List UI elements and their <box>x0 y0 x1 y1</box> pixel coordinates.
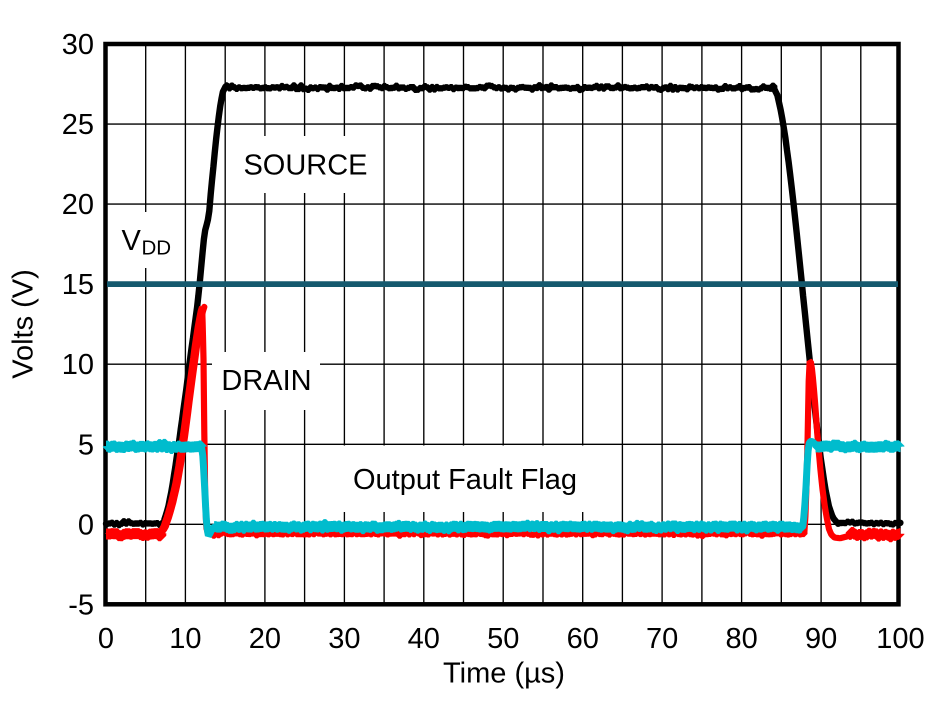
svg-text:0: 0 <box>78 509 94 541</box>
svg-text:30: 30 <box>62 29 94 61</box>
svg-text:15: 15 <box>62 269 94 301</box>
svg-text:DD: DD <box>142 237 172 260</box>
svg-text:SOURCE: SOURCE <box>243 150 367 182</box>
svg-text:5: 5 <box>78 429 94 461</box>
svg-text:70: 70 <box>646 623 678 655</box>
svg-text:90: 90 <box>805 623 837 655</box>
svg-text:0: 0 <box>98 623 114 655</box>
svg-text:30: 30 <box>328 623 360 655</box>
svg-text:DRAIN: DRAIN <box>221 365 311 397</box>
svg-text:60: 60 <box>567 623 599 655</box>
svg-text:10: 10 <box>169 623 201 655</box>
svg-text:80: 80 <box>725 623 757 655</box>
svg-text:25: 25 <box>62 109 94 141</box>
svg-text:20: 20 <box>62 189 94 221</box>
svg-text:100: 100 <box>876 623 924 655</box>
svg-text:20: 20 <box>249 623 281 655</box>
svg-text:10: 10 <box>62 349 94 381</box>
svg-text:Volts (V): Volts (V) <box>8 269 40 379</box>
svg-text:Output Fault Flag: Output Fault Flag <box>353 464 577 496</box>
svg-text:50: 50 <box>487 623 519 655</box>
svg-text:V: V <box>122 225 142 257</box>
svg-text:-5: -5 <box>68 589 94 621</box>
svg-text:40: 40 <box>408 623 440 655</box>
svg-text:Time (µs): Time (µs) <box>443 658 565 690</box>
